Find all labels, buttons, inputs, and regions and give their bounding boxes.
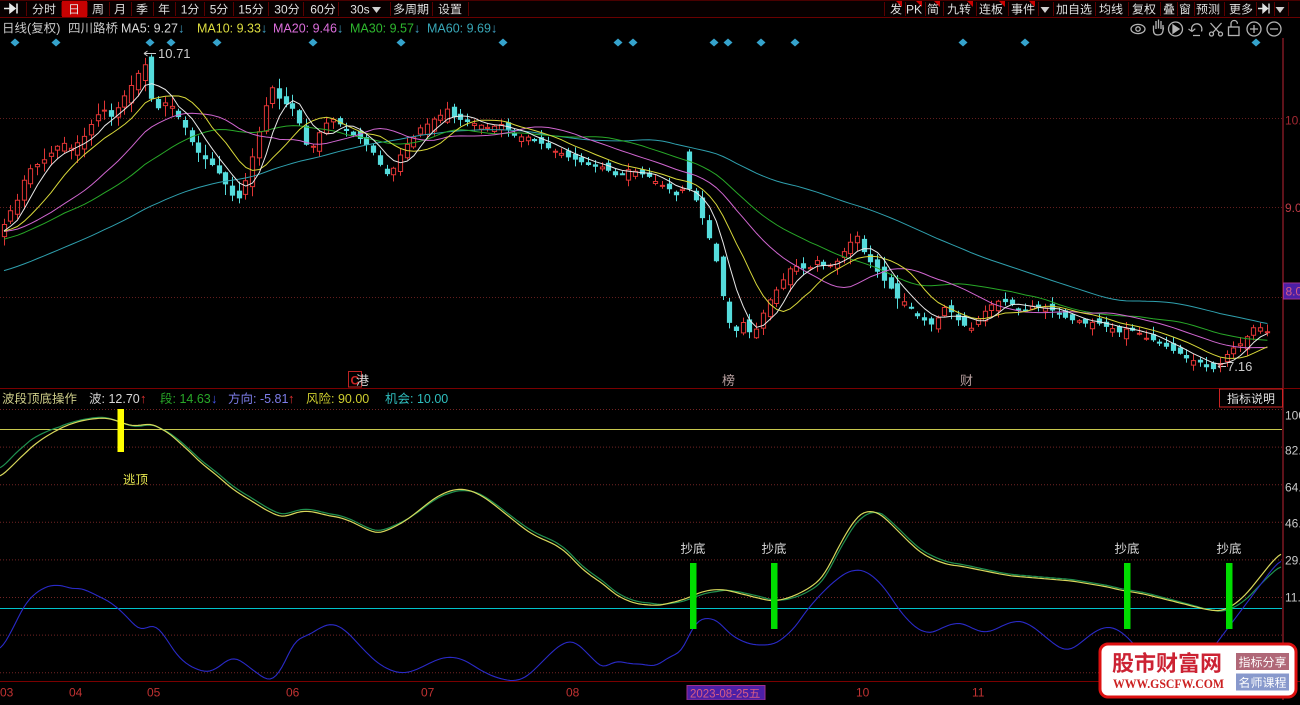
svg-text:WWW.GSCFW.COM: WWW.GSCFW.COM	[1113, 676, 1224, 691]
svg-text:↓: ↓	[178, 21, 185, 36]
svg-text:46.: 46.	[1285, 517, 1300, 531]
svg-text:PK: PK	[906, 3, 922, 17]
svg-text:8.0: 8.0	[1286, 285, 1300, 299]
svg-text:↓: ↓	[414, 21, 421, 36]
svg-text:15: 15	[238, 3, 252, 17]
svg-text:08: 08	[566, 686, 580, 700]
svg-text:04: 04	[69, 686, 83, 700]
svg-text:9.0: 9.0	[1285, 201, 1300, 215]
svg-text:↓: ↓	[261, 21, 268, 36]
svg-text:MA60: 9.69: MA60: 9.69	[427, 22, 491, 36]
svg-text:06: 06	[286, 686, 300, 700]
svg-text:82.: 82.	[1285, 444, 1300, 458]
svg-text:MA5: 9.27: MA5: 9.27	[121, 22, 178, 36]
svg-text:↑: ↑	[140, 391, 147, 406]
svg-text:100: 100	[1285, 409, 1300, 423]
svg-text:↓: ↓	[337, 21, 344, 36]
svg-text:03: 03	[0, 686, 14, 700]
svg-text:29.: 29.	[1285, 554, 1300, 568]
svg-text:: 90.00: : 90.00	[331, 392, 369, 406]
svg-text:: 14.63: : 14.63	[173, 392, 211, 406]
svg-text:2023-08-25: 2023-08-25	[690, 689, 749, 701]
svg-text:C: C	[351, 374, 360, 388]
svg-text:): )	[56, 22, 60, 36]
svg-text:5: 5	[210, 3, 217, 17]
svg-text:: -5.81: : -5.81	[253, 392, 288, 406]
svg-text:: 10.00: : 10.00	[410, 392, 448, 406]
svg-text:↓: ↓	[491, 21, 498, 36]
svg-text:1: 1	[181, 3, 188, 17]
svg-text:64.: 64.	[1285, 481, 1300, 495]
svg-text:30s: 30s	[350, 3, 369, 17]
svg-text:60: 60	[310, 3, 324, 17]
svg-text:: 12.70: : 12.70	[102, 392, 140, 406]
svg-text:10.: 10.	[1285, 114, 1300, 128]
svg-text:MA10: 9.33: MA10: 9.33	[197, 22, 261, 36]
svg-text:05: 05	[147, 686, 161, 700]
svg-text:11.: 11.	[1285, 591, 1300, 605]
svg-text:MA20: 9.46: MA20: 9.46	[273, 22, 337, 36]
svg-text:10.71: 10.71	[158, 46, 191, 61]
svg-text:10: 10	[856, 686, 870, 700]
svg-text:30: 30	[274, 3, 288, 17]
svg-text:07: 07	[421, 686, 435, 700]
svg-text:11: 11	[972, 686, 985, 700]
svg-text:↑: ↑	[288, 391, 295, 406]
svg-text:↓: ↓	[211, 391, 218, 406]
svg-text:MA30: 9.57: MA30: 9.57	[350, 22, 414, 36]
